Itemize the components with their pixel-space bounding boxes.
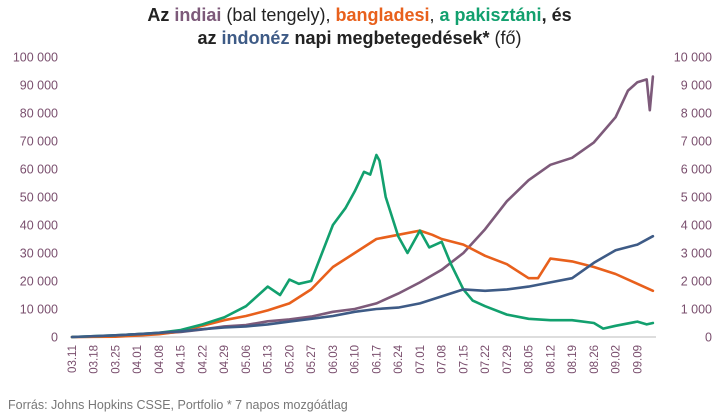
title-indonesia: indonéz xyxy=(221,28,290,48)
x-tick-label: 04.01 xyxy=(132,345,144,374)
x-tick-label: 09.09 xyxy=(632,345,644,374)
x-tick-label: 07.08 xyxy=(437,345,449,374)
left-tick-label: 30 000 xyxy=(20,247,58,261)
title-text: (bal tengely), xyxy=(221,5,336,25)
left-tick-label: 90 000 xyxy=(20,79,58,93)
right-tick-label: 5 000 xyxy=(681,191,712,205)
left-tick-label: 0 xyxy=(51,331,58,345)
x-tick-label: 04.15 xyxy=(176,345,188,374)
x-tick-label: 06.24 xyxy=(393,344,405,373)
title-unit: (fő) xyxy=(489,28,522,48)
left-tick-label: 100 000 xyxy=(13,51,58,65)
title-text: , xyxy=(429,5,440,25)
title-text: , és xyxy=(541,5,572,25)
left-tick-label: 60 000 xyxy=(20,163,58,177)
x-tick-label: 07.29 xyxy=(502,345,514,374)
x-tick-label: 08.12 xyxy=(545,345,557,374)
x-tick-label: 08.19 xyxy=(567,345,579,374)
left-tick-label: 40 000 xyxy=(20,219,58,233)
series-line-a-pakisztáni xyxy=(70,153,655,339)
right-tick-label: 2 000 xyxy=(681,275,712,289)
x-tick-label: 05.06 xyxy=(241,345,253,374)
x-tick-label: 07.15 xyxy=(458,345,470,374)
x-tick-label: 08.26 xyxy=(589,345,601,374)
x-tick-label: 07.01 xyxy=(415,345,427,374)
chart-title-line-1: Az indiai (bal tengely), bangladesi, a p… xyxy=(0,4,719,27)
left-tick-label: 70 000 xyxy=(20,135,58,149)
x-axis: 03.11 03.18 03.25 04.01 04.08 04.15 04.22 04.29… xyxy=(67,344,644,373)
x-tick-label: 04.29 xyxy=(219,345,231,374)
x-tick-label: 06.03 xyxy=(328,345,340,374)
x-tick-label: 05.27 xyxy=(306,345,318,374)
series-line-indiai xyxy=(70,75,655,339)
x-tick-label: 06.10 xyxy=(350,345,362,374)
left-tick-label: 20 000 xyxy=(20,275,58,289)
x-tick-label: 09.02 xyxy=(611,345,623,374)
right-tick-label: 10 000 xyxy=(674,51,712,65)
right-tick-label: 8 000 xyxy=(681,107,712,121)
x-tick-label: 03.25 xyxy=(110,345,122,374)
title-india: indiai xyxy=(174,5,222,25)
right-tick-label: 1 000 xyxy=(681,303,712,317)
title-bangladesh: bangladesi xyxy=(335,5,430,25)
title-text: Az xyxy=(147,5,175,25)
chart-title-line-2: az indonéz napi megbetegedések* (fő) xyxy=(0,27,719,50)
right-axis: 0 1 000 2 000 3 000 4 000 5 000 6 000 7 000 8 00… xyxy=(674,51,712,345)
x-tick-label: 03.18 xyxy=(89,345,101,374)
title-text: az xyxy=(197,28,222,48)
right-tick-label: 9 000 xyxy=(681,79,712,93)
x-tick-label: 03.11 xyxy=(67,345,79,373)
series-line-indonéz xyxy=(70,234,655,339)
x-tick-label: 07.22 xyxy=(480,345,492,374)
series-lines xyxy=(70,75,655,339)
title-pakistan: a pakisztáni xyxy=(439,5,542,25)
x-tick-label: 05.13 xyxy=(263,345,275,374)
right-tick-label: 7 000 xyxy=(681,135,712,149)
x-tick-label: 08.05 xyxy=(524,345,536,374)
left-tick-label: 50 000 xyxy=(20,191,58,205)
title-text: napi megbetegedések* xyxy=(289,28,490,48)
right-tick-label: 6 000 xyxy=(681,163,712,177)
left-tick-label: 80 000 xyxy=(20,107,58,121)
source-note: Forrás: Johns Hopkins CSSE, Portfolio * … xyxy=(8,398,348,412)
x-tick-label: 05.20 xyxy=(284,345,296,374)
right-tick-label: 3 000 xyxy=(681,247,712,261)
x-tick-label: 04.22 xyxy=(197,345,209,374)
right-tick-label: 0 xyxy=(705,331,712,345)
left-tick-label: 10 000 xyxy=(20,303,58,317)
x-tick-label: 06.17 xyxy=(371,345,383,374)
left-axis: 0 10 000 20 000 30 000 40 000 50 000 60 000 70 … xyxy=(13,51,58,345)
right-tick-label: 4 000 xyxy=(681,219,712,233)
chart-title: Az indiai (bal tengely), bangladesi, a p… xyxy=(0,4,719,50)
x-tick-label: 04.08 xyxy=(154,345,166,374)
